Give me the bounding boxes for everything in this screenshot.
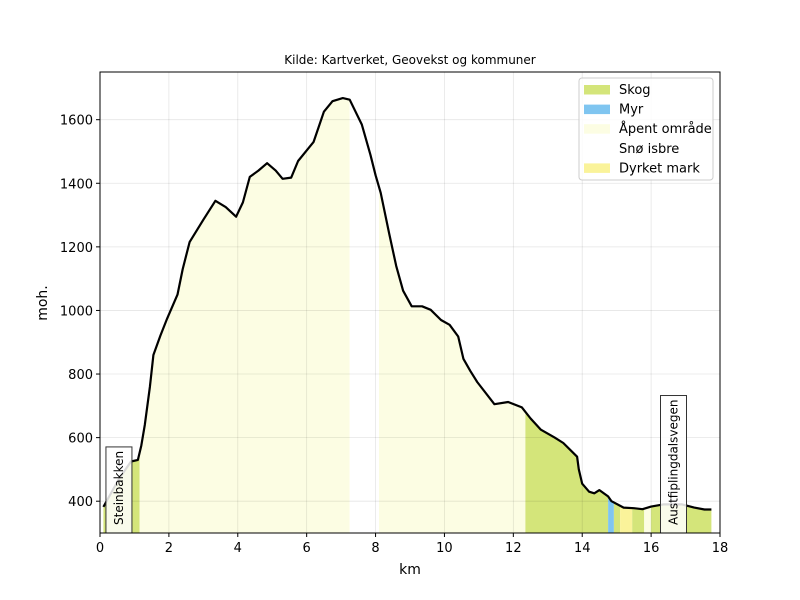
legend-item: Snø isbre <box>584 142 679 157</box>
y-tick-label: 1200 <box>60 241 93 256</box>
x-tick-label: 8 <box>371 541 379 556</box>
landcover--pent-omr-de <box>644 506 652 533</box>
x-tick-label: 10 <box>436 541 453 556</box>
y-tick-label: 800 <box>68 368 93 383</box>
legend-item: Åpent område <box>584 121 712 137</box>
y-axis: 400 600 800 1000 1200 1400 1600 <box>60 114 100 510</box>
legend-label: Skog <box>619 83 651 98</box>
x-tick-label: 12 <box>505 541 522 556</box>
x-axis: 0 2 4 6 8 10 12 14 16 18 <box>96 533 728 556</box>
y-tick-label: 600 <box>68 432 93 447</box>
legend-label: Myr <box>619 103 644 118</box>
landcover-bands <box>103 98 712 533</box>
landcover-dyrket-mark <box>620 505 633 533</box>
place-label-box <box>660 395 687 534</box>
y-tick-label: 1000 <box>60 304 93 319</box>
y-tick-label: 400 <box>68 495 93 510</box>
legend-swatch <box>584 143 610 154</box>
legend-box <box>578 77 714 181</box>
legend-swatch <box>584 104 610 115</box>
legend-item: Dyrket mark <box>584 161 700 176</box>
legend-swatch <box>584 163 610 173</box>
landcover-skog <box>525 411 609 533</box>
x-tick-label: 2 <box>165 541 173 556</box>
legend-label: Snø isbre <box>619 142 679 157</box>
x-tick-label: 18 <box>712 541 729 556</box>
y-axis-label: moh. <box>35 285 51 321</box>
y-tick-label: 1400 <box>60 177 93 192</box>
landcover-skog <box>632 508 645 533</box>
x-axis-label: km <box>399 562 421 578</box>
landcover--pent-omr-de <box>139 98 350 533</box>
legend-swatch <box>584 124 610 134</box>
legend-item: Myr <box>584 103 644 118</box>
landcover-skog <box>613 502 621 533</box>
x-tick-label: 16 <box>643 541 660 556</box>
elevation-profile-line <box>102 97 712 511</box>
legend-label: Dyrket mark <box>619 161 700 176</box>
landcover--pent-omr-de <box>379 187 526 533</box>
x-tick-label: 6 <box>303 541 311 556</box>
place-label-text: Steinbakken <box>112 451 126 525</box>
legend-item: Skog <box>584 83 651 98</box>
plot-frame <box>99 71 721 534</box>
legend-label: Åpent område <box>619 121 712 137</box>
legend-swatch <box>584 85 610 95</box>
x-tick-label: 14 <box>574 541 591 556</box>
y-tick-label: 1600 <box>60 114 93 129</box>
landcover-sn-isbre <box>349 99 379 533</box>
place-label-box <box>105 446 133 534</box>
x-tick-label: 0 <box>96 541 104 556</box>
place-label-text: Austfiplingdalsvegen <box>667 400 681 525</box>
place-annotations: Steinbakken Austfiplingdalsvegen <box>105 395 687 534</box>
chart-title: Kilde: Kartverket, Geovekst og kommuner <box>284 53 536 67</box>
place-label: Steinbakken <box>105 446 133 534</box>
x-tick-label: 4 <box>234 541 242 556</box>
landcover-myr <box>608 496 614 533</box>
place-label: Austfiplingdalsvegen <box>660 395 687 534</box>
legend: Skog Myr Åpent område Snø isbre Dyrket mark <box>578 77 714 181</box>
